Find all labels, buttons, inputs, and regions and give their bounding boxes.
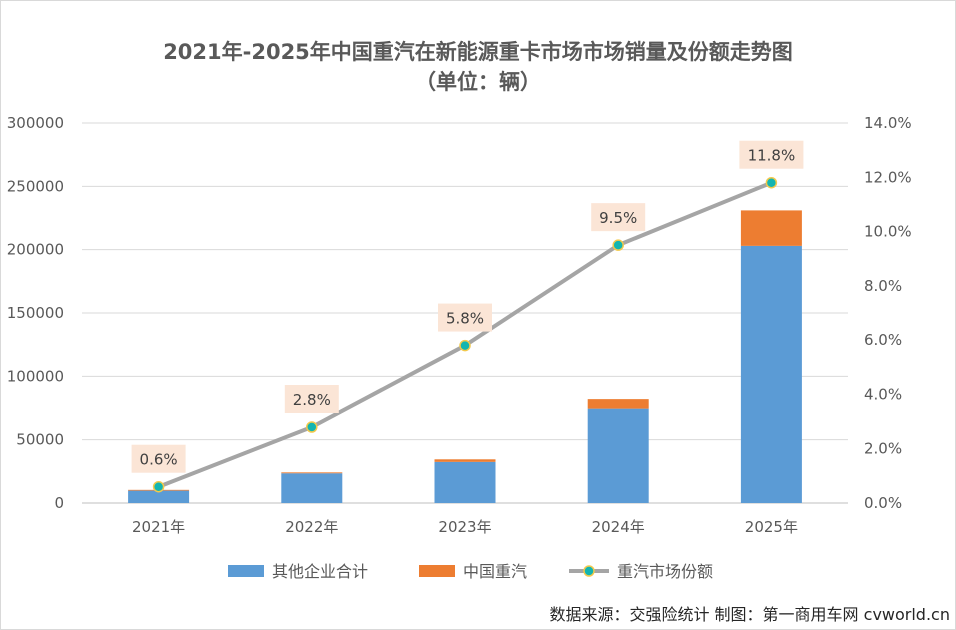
share-point xyxy=(459,339,471,352)
right-axis-tick-label: 0.0% xyxy=(864,494,902,512)
left-axis-tick-label: 50000 xyxy=(16,431,64,449)
x-axis-tick-label: 2022年 xyxy=(285,518,338,536)
share-point xyxy=(765,176,778,189)
chart-subtitle: （单位：辆） xyxy=(415,70,541,94)
legend-sinotruk-label: 中国重汽 xyxy=(463,562,527,581)
source-note: 数据来源：交强险统计 制图：第一商用车网 cvworld.cn xyxy=(549,605,950,624)
left-axis-tick-label: 250000 xyxy=(7,177,64,195)
x-axis-tick-label: 2023年 xyxy=(438,518,491,536)
share-data-label: 5.8% xyxy=(446,310,484,328)
x-axis-tick-label: 2025年 xyxy=(745,518,798,536)
share-point xyxy=(152,480,165,493)
right-axis-tick-label: 8.0% xyxy=(864,277,902,295)
bar-other-companies xyxy=(740,245,802,503)
left-axis-tick-label: 100000 xyxy=(7,367,64,385)
data-label-bg xyxy=(131,444,186,473)
share-data-label: 2.8% xyxy=(293,391,331,409)
legend-other-companies-label: 其他企业合计 xyxy=(272,562,368,581)
x-axis-tick-label: 2024年 xyxy=(592,518,645,536)
legend-sinotruk-swatch xyxy=(419,565,455,577)
share-line xyxy=(157,180,773,489)
bar-sinotruk xyxy=(740,210,802,246)
right-axis-tick-label: 12.0% xyxy=(864,168,912,186)
share-point xyxy=(612,239,624,251)
data-label-bg xyxy=(284,385,339,413)
legend-share-swatch-marker xyxy=(583,565,595,577)
legend-other-companies-swatch xyxy=(228,565,264,577)
x-axis-tick-label: 2021年 xyxy=(132,518,185,536)
share-data-label: 0.6% xyxy=(140,451,178,469)
legend-share-label: 重汽市场份额 xyxy=(617,562,713,581)
data-label-bg xyxy=(438,303,492,332)
share-data-label: 9.5% xyxy=(599,209,637,227)
bar-sinotruk xyxy=(434,459,496,462)
left-axis-tick-label: 200000 xyxy=(7,241,64,259)
right-axis-tick-label: 14.0% xyxy=(864,114,912,132)
bar-other-companies xyxy=(434,461,496,503)
data-label-bg xyxy=(591,203,646,232)
left-axis-tick-label: 300000 xyxy=(7,114,64,132)
share-data-label: 11.8% xyxy=(748,147,796,165)
left-axis-tick-label: 0 xyxy=(54,494,64,512)
bar-other-companies xyxy=(587,408,649,503)
right-axis-tick-label: 2.0% xyxy=(864,440,902,458)
bar-other-companies xyxy=(281,473,343,503)
bar-sinotruk xyxy=(587,399,649,409)
right-axis-tick-label: 6.0% xyxy=(864,331,902,349)
chart-title: 2021年-2025年中国重汽在新能源重卡市场市场销量及份额走势图 xyxy=(163,40,793,64)
bar-other-companies xyxy=(128,490,190,503)
data-label-bg xyxy=(739,140,804,169)
left-axis-tick-label: 150000 xyxy=(7,304,64,322)
bar-sinotruk xyxy=(281,472,343,474)
share-point xyxy=(306,421,318,433)
right-axis-tick-label: 4.0% xyxy=(864,385,902,403)
right-axis-tick-label: 10.0% xyxy=(864,223,912,241)
